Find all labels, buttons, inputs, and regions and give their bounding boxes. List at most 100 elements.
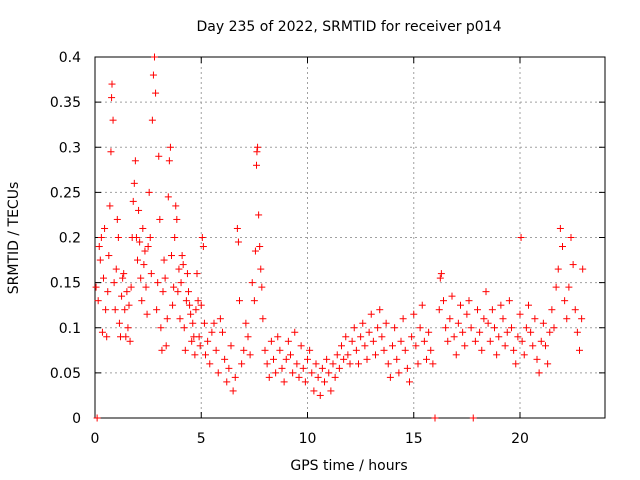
data-point bbox=[329, 360, 337, 368]
data-point bbox=[154, 279, 162, 287]
data-point bbox=[118, 292, 126, 300]
data-point bbox=[112, 265, 120, 273]
data-point bbox=[187, 310, 195, 318]
data-point bbox=[162, 342, 170, 350]
data-point bbox=[146, 234, 154, 241]
data-point bbox=[478, 346, 486, 354]
data-point bbox=[95, 243, 103, 251]
x-tick-label: 15 bbox=[405, 431, 423, 447]
data-point bbox=[140, 261, 148, 269]
data-point bbox=[563, 315, 571, 323]
data-point bbox=[120, 270, 128, 278]
data-point bbox=[452, 351, 460, 359]
data-point bbox=[431, 414, 439, 422]
data-point bbox=[105, 252, 113, 260]
data-point bbox=[567, 234, 575, 241]
data-point bbox=[410, 310, 418, 318]
data-point bbox=[365, 328, 373, 336]
y-tick-label: 0.2 bbox=[59, 231, 81, 247]
data-point bbox=[153, 306, 161, 314]
data-point bbox=[427, 346, 435, 354]
data-point bbox=[331, 373, 339, 381]
data-point bbox=[576, 346, 583, 354]
data-point bbox=[295, 373, 303, 381]
data-point bbox=[156, 215, 164, 223]
data-point bbox=[436, 274, 444, 282]
data-point bbox=[386, 373, 394, 381]
data-point bbox=[256, 243, 264, 251]
data-point bbox=[403, 364, 411, 372]
data-point bbox=[289, 369, 297, 377]
data-point bbox=[284, 337, 292, 345]
y-tick-label: 0.3 bbox=[59, 140, 81, 156]
data-point bbox=[561, 297, 569, 305]
data-point bbox=[544, 360, 552, 368]
data-point bbox=[486, 337, 494, 345]
data-point bbox=[246, 351, 254, 359]
data-point bbox=[158, 346, 166, 354]
data-point bbox=[554, 265, 562, 273]
data-point bbox=[198, 234, 206, 241]
data-point bbox=[257, 265, 265, 273]
data-point bbox=[134, 256, 141, 264]
data-point bbox=[482, 288, 490, 296]
data-point bbox=[216, 315, 224, 323]
data-point bbox=[440, 297, 447, 305]
data-point bbox=[525, 301, 532, 309]
data-point bbox=[548, 306, 556, 314]
data-point bbox=[520, 351, 528, 359]
data-point bbox=[401, 346, 409, 354]
data-point bbox=[480, 315, 488, 323]
data-point bbox=[170, 283, 178, 291]
data-point bbox=[467, 324, 475, 332]
data-point bbox=[518, 337, 526, 345]
data-point bbox=[155, 152, 163, 160]
data-point bbox=[208, 328, 216, 336]
data-point bbox=[378, 333, 386, 341]
data-point bbox=[565, 283, 573, 291]
data-point bbox=[399, 315, 407, 323]
data-point bbox=[522, 324, 530, 332]
data-point bbox=[196, 342, 204, 350]
data-point bbox=[159, 288, 167, 296]
data-point bbox=[175, 265, 183, 273]
data-point bbox=[414, 360, 422, 368]
data-point bbox=[384, 360, 392, 368]
data-point bbox=[152, 89, 160, 97]
data-point bbox=[166, 143, 174, 151]
x-tick-labels: 0 5 10 15 20 bbox=[91, 431, 529, 447]
data-point bbox=[219, 328, 226, 336]
data-point bbox=[109, 116, 117, 124]
data-point bbox=[94, 297, 102, 305]
data-point bbox=[444, 337, 452, 345]
data-point bbox=[342, 333, 350, 341]
data-point bbox=[282, 355, 290, 363]
data-point bbox=[176, 315, 184, 323]
y-tick-label: 0.15 bbox=[50, 276, 81, 292]
data-point bbox=[382, 319, 390, 327]
data-point bbox=[186, 301, 194, 309]
data-point bbox=[559, 243, 566, 251]
data-point bbox=[141, 247, 149, 255]
data-point bbox=[185, 288, 192, 296]
data-point bbox=[149, 71, 157, 79]
data-point bbox=[304, 355, 311, 363]
data-point bbox=[325, 369, 333, 377]
y-tick-label: 0 bbox=[72, 411, 81, 427]
data-point bbox=[321, 378, 328, 386]
data-point bbox=[139, 224, 147, 232]
data-point bbox=[369, 337, 377, 345]
data-point bbox=[372, 351, 379, 359]
data-point bbox=[463, 310, 471, 318]
data-point bbox=[425, 328, 433, 336]
data-point bbox=[450, 333, 458, 341]
data-point bbox=[491, 324, 498, 332]
data-point bbox=[495, 333, 503, 341]
data-point bbox=[497, 301, 505, 309]
data-point bbox=[221, 355, 229, 363]
data-point bbox=[97, 234, 105, 241]
data-point bbox=[501, 342, 509, 350]
data-point bbox=[204, 337, 212, 345]
data-point bbox=[114, 234, 122, 241]
